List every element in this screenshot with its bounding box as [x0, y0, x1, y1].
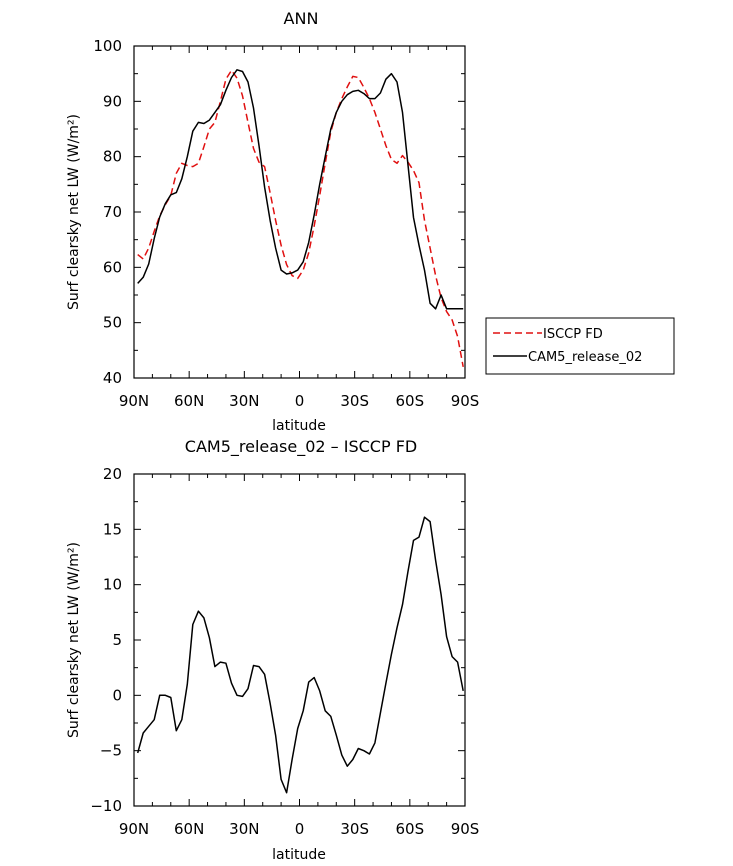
bottom-ticks: 90N 60N 30N 0 30S 60S 90S −10 −5 0 5 10 15 20	[90, 465, 479, 838]
bottom-title: CAM5_release_02 – ISCCP FD	[185, 437, 417, 457]
y-tick-label: −10	[90, 797, 122, 815]
y-tick-label: 90	[103, 92, 122, 110]
y-tick-label: 60	[103, 258, 122, 276]
x-tick-label: 90S	[451, 820, 480, 838]
legend-label-isccp: ISCCP FD	[543, 327, 603, 342]
y-tick-label: 10	[103, 576, 122, 594]
y-tick-label: 20	[103, 465, 122, 483]
series-line-difference	[136, 516, 464, 794]
y-tick-label: 5	[112, 631, 122, 649]
y-tick-label: 15	[103, 520, 122, 538]
x-tick-label: 0	[295, 392, 305, 410]
bottom-xlabel: latitude	[272, 847, 326, 863]
x-tick-label: 90N	[119, 392, 149, 410]
y-tick-label: 0	[112, 686, 122, 704]
x-tick-label: 30N	[229, 392, 259, 410]
x-tick-label: 60N	[174, 820, 204, 838]
bottom-plot-frame	[133, 473, 466, 807]
x-tick-label: 0	[295, 820, 305, 838]
legend-box	[485, 317, 675, 375]
top-ticks: 90N 60N 30N 0 30S 60S 90S 40 50 60 70 80 90 100	[93, 37, 479, 410]
x-tick-label: 60S	[396, 820, 425, 838]
x-tick-label: 60N	[174, 392, 204, 410]
series-line-isccp-fd	[137, 69, 464, 368]
top-panel: ANN 90N 60N 30N 0 30S 60S 90S 40 50 60 70 80 90 100 S…	[66, 9, 479, 434]
bottom-ylabel: Surf clearsky net LW (W/m²)	[66, 542, 82, 738]
bottom-panel: CAM5_release_02 – ISCCP FD 90N 60N 30N 0 30S…	[66, 437, 479, 863]
y-tick-label: −5	[100, 742, 122, 760]
x-tick-label: 30N	[229, 820, 259, 838]
bottom-series	[136, 516, 464, 794]
x-tick-label: 30S	[340, 392, 369, 410]
series-line-cam5-release-02	[137, 69, 464, 310]
x-tick-label: 30S	[340, 820, 369, 838]
y-tick-label: 100	[93, 37, 122, 55]
y-tick-label: 70	[103, 203, 122, 221]
top-xlabel: latitude	[272, 418, 326, 434]
legend-label-cam5: CAM5_release_02	[528, 350, 642, 365]
legend: ISCCP FD CAM5_release_02	[485, 317, 675, 375]
top-ylabel: Surf clearsky net LW (W/m²)	[66, 114, 82, 310]
top-plot-frame	[133, 45, 466, 379]
x-tick-label: 90S	[451, 392, 480, 410]
y-tick-label: 50	[103, 314, 122, 332]
x-tick-label: 60S	[396, 392, 425, 410]
top-title: ANN	[284, 9, 319, 28]
top-series	[137, 69, 464, 368]
y-tick-label: 40	[103, 369, 122, 387]
x-tick-label: 90N	[119, 820, 149, 838]
y-tick-label: 80	[103, 148, 122, 166]
